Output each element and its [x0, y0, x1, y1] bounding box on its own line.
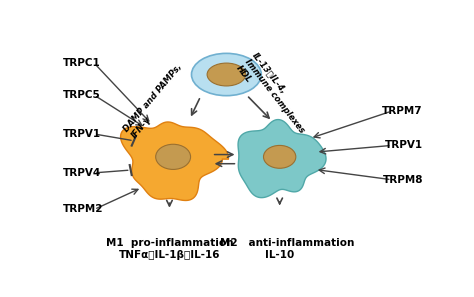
Polygon shape: [120, 122, 228, 200]
Text: DAMP and PAMPs,
IFN-γ: DAMP and PAMPs, IFN-γ: [122, 62, 191, 140]
Polygon shape: [238, 120, 326, 198]
Text: TRPV1: TRPV1: [63, 129, 101, 139]
Text: TRPC1: TRPC1: [63, 58, 100, 68]
Text: TNFα、IL-1β、IL-16: TNFα、IL-1β、IL-16: [118, 250, 220, 260]
Text: TRPV1: TRPV1: [385, 140, 423, 150]
Text: IL-10: IL-10: [265, 250, 294, 260]
Text: TRPM7: TRPM7: [383, 106, 423, 116]
Ellipse shape: [155, 144, 191, 169]
Text: IL-13、IL-4,
Immune complexes
HDL: IL-13、IL-4, Immune complexes HDL: [234, 51, 314, 141]
Text: M1  pro-inflammation: M1 pro-inflammation: [106, 238, 233, 248]
Text: TRPM8: TRPM8: [383, 175, 423, 185]
Ellipse shape: [207, 63, 246, 86]
Text: TRPM2: TRPM2: [63, 204, 103, 214]
Text: M2   anti-inflammation: M2 anti-inflammation: [220, 238, 354, 248]
Text: TRPC5: TRPC5: [63, 90, 100, 100]
Ellipse shape: [264, 146, 296, 168]
Ellipse shape: [191, 53, 261, 96]
Text: TRPV4: TRPV4: [63, 168, 101, 178]
